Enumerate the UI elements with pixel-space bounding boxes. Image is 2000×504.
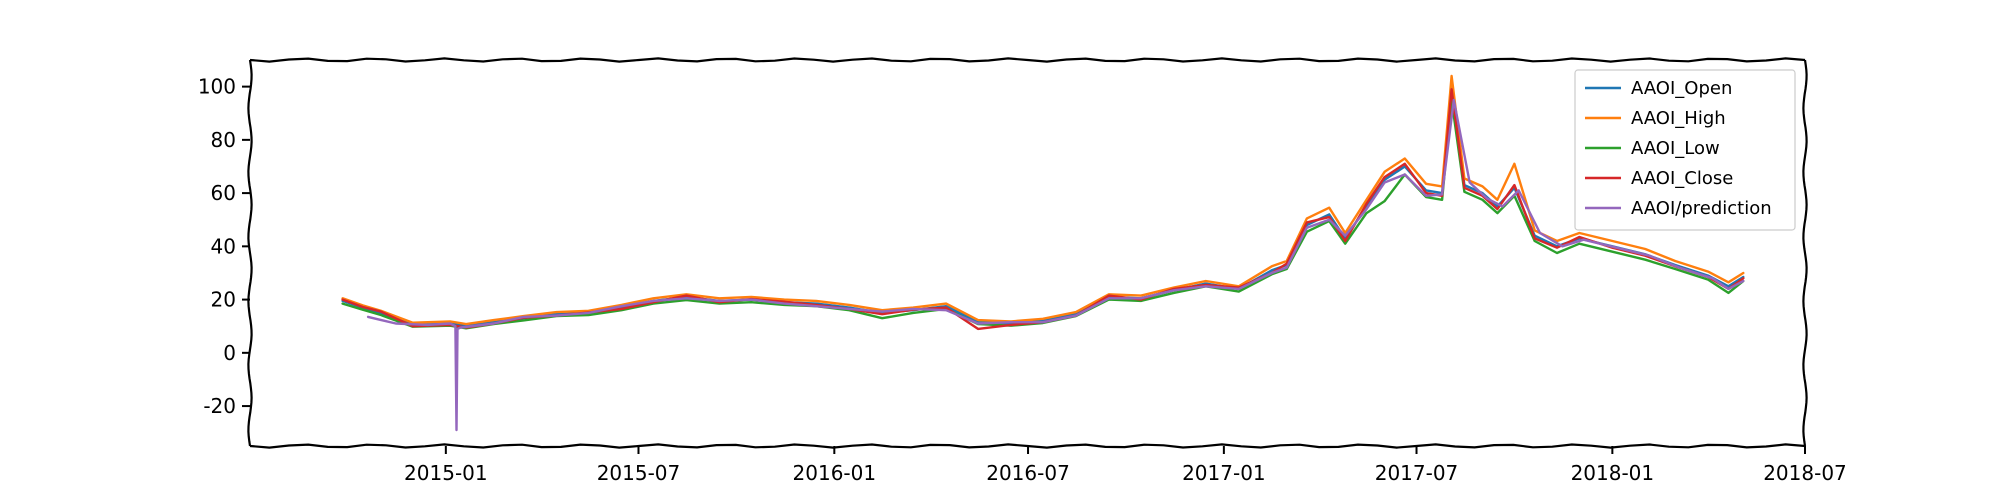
y-tick-label: -20 [203,394,236,418]
y-tick-label: 60 [211,181,236,205]
series-line-aaoi-close [341,88,1745,331]
legend-label-aaoi-high: AAOI_High [1631,108,1726,129]
plot-lines [341,74,1745,432]
legend: AAOI_Open AAOI_High AAOI_Low AAOI_Close AAOI… [1574,69,1796,231]
y-tick-label: 20 [211,288,236,312]
x-tick-label: 2016-07 [986,461,1070,485]
legend-label-aaoi-open: AAOI_Open [1631,78,1732,99]
x-tick-label: 2016-01 [793,461,877,485]
y-tick-label: 100 [198,75,236,99]
legend-label-aaoi-low: AAOI_Low [1631,138,1720,159]
legend-box [1574,69,1796,231]
y-tick-label: 40 [211,234,236,258]
y-axis: 100 80 60 40 20 0 -20 [198,75,250,418]
frame-left [247,59,253,447]
series-line-aaoi-low [341,98,1745,330]
x-tick-label: 2015-01 [404,461,488,485]
x-tick-label: 2018-01 [1571,461,1655,485]
legend-label-aaoi-close: AAOI_Close [1631,168,1733,189]
x-tick-label: 2017-01 [1182,461,1266,485]
x-tick-label: 2017-07 [1375,461,1459,485]
series-line-aaoi-prediction [366,98,1745,432]
x-tick-label: 2018-07 [1763,461,1847,485]
frame-right [1802,59,1808,447]
legend-label-aaoi-prediction: AAOI/prediction [1631,198,1772,219]
x-tick-label: 2015-07 [597,461,681,485]
frame-top [249,57,1806,63]
x-axis: 2015-01 2015-07 2016-01 2016-07 2017-01 2017-… [404,446,1847,485]
plot-frame [247,57,1808,449]
y-tick-label: 80 [211,128,236,152]
series-line-aaoi-high [341,74,1745,326]
y-tick-label: 0 [223,341,236,365]
series-line-aaoi-open [341,85,1745,328]
